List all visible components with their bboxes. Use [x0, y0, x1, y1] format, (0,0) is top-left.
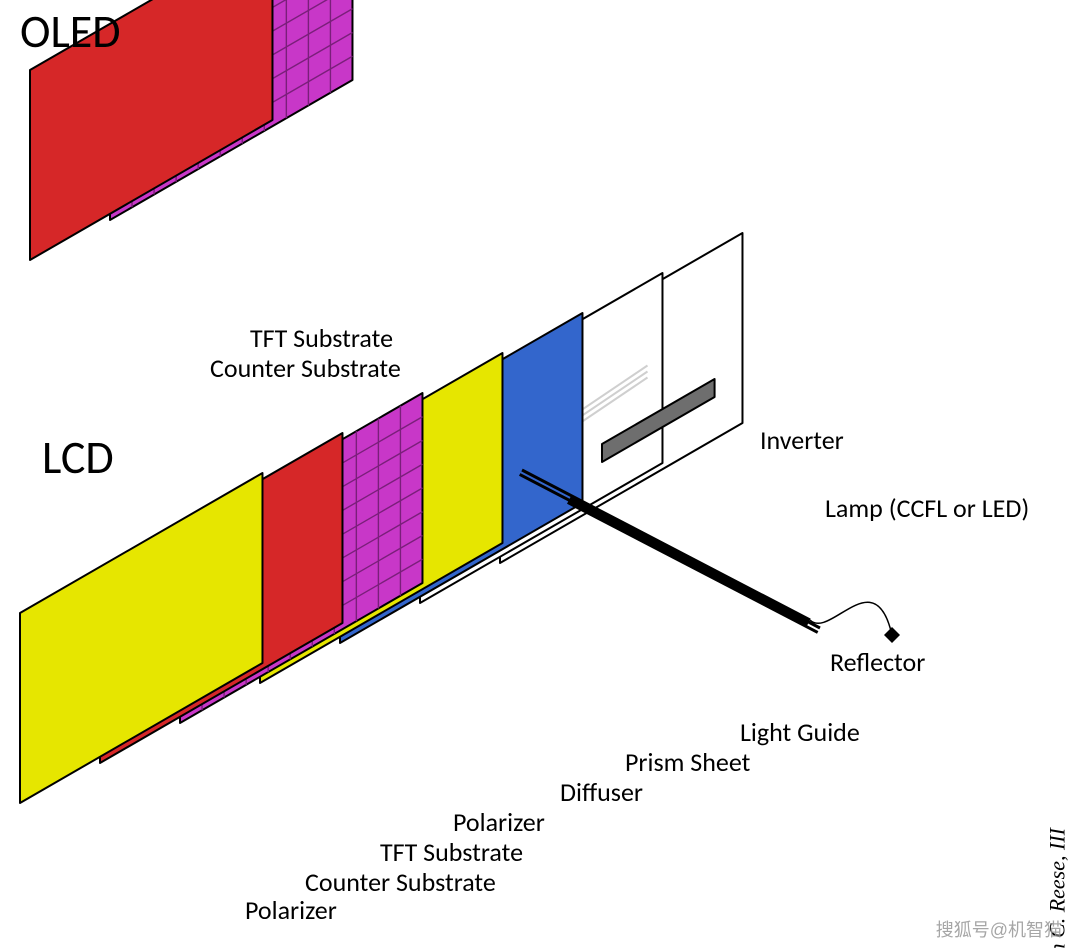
- lcd-diffuser-label: Diffuser: [560, 776, 643, 808]
- lcd-title: LCD: [42, 430, 114, 486]
- lcd-reflector-label: Reflector: [830, 646, 925, 678]
- lcd-inverter-label: Inverter: [760, 424, 844, 456]
- lcd-polarizer1: [20, 473, 262, 803]
- lcd-counter-label: Counter Substrate: [305, 866, 496, 898]
- oled-counter-label: Counter Substrate: [210, 352, 401, 384]
- lcd-lamp-label: Lamp (CCFL or LED): [825, 492, 1029, 524]
- lcd-lightguide-label: Light Guide: [740, 716, 860, 748]
- lcd-prism-label: Prism Sheet: [625, 746, 750, 778]
- lcd-polarizer2-label: Polarizer: [453, 806, 545, 838]
- oled-tft-label: TFT Substrate: [250, 322, 393, 354]
- lcd-polarizer1-label: Polarizer: [245, 894, 337, 926]
- watermark-text: 搜狐号@机智猫: [936, 916, 1062, 942]
- oled-title: OLED: [20, 4, 121, 60]
- lcd-tft-label: TFT Substrate: [380, 836, 523, 868]
